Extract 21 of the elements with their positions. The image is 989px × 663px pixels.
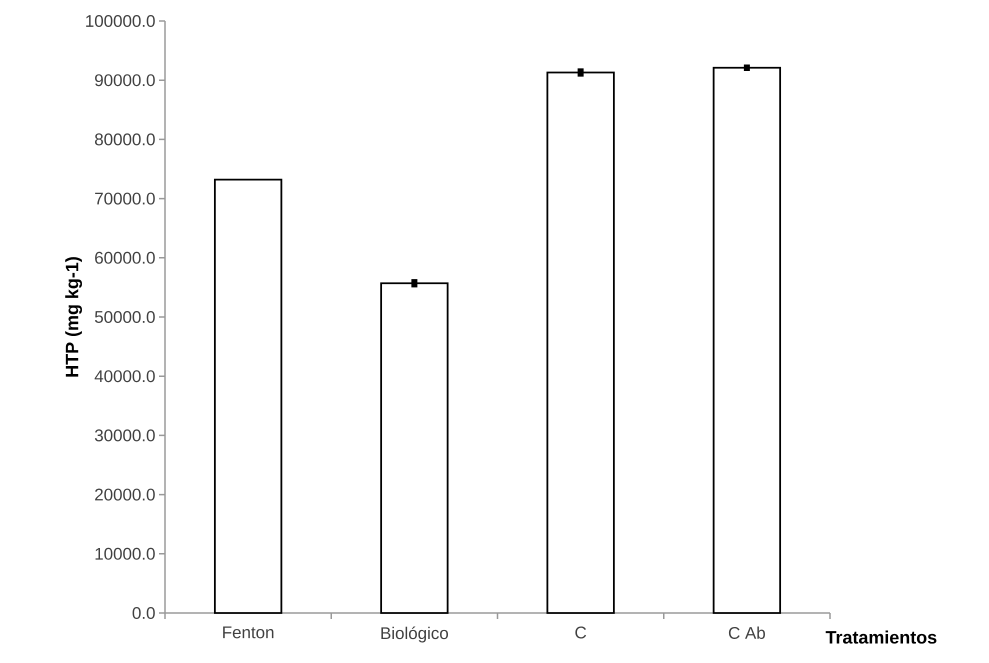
- bar: [546, 72, 615, 614]
- bar: [712, 66, 782, 614]
- bar: [380, 282, 449, 614]
- y-tick-label: 100000.0: [86, 14, 155, 27]
- x-tick-label: Biológico: [381, 626, 448, 643]
- y-tick-label: 10000.0: [96, 548, 155, 560]
- bar: [214, 178, 282, 614]
- y-tick-label: 0.0: [132, 607, 155, 619]
- x-axis-title: Tratamientos: [826, 630, 936, 644]
- y-tick-label: 20000.0: [95, 488, 155, 501]
- y-tick-label: 50000.0: [94, 310, 155, 323]
- x-tick-label: Fenton: [223, 626, 274, 638]
- x-tick-label: C: [575, 626, 586, 639]
- x-tick-label: C Ab: [728, 626, 765, 639]
- y-axis-title: HTP (mg kg-1): [65, 257, 82, 377]
- y-tick-label: 60000.0: [95, 252, 155, 264]
- y-tick-label: 80000.0: [94, 133, 155, 146]
- y-tick-label: 30000.0: [94, 429, 155, 442]
- y-tick-label: 70000.0: [95, 192, 155, 205]
- y-tick-label: 90000.0: [95, 74, 155, 86]
- y-tick-label: 40000.0: [94, 370, 155, 382]
